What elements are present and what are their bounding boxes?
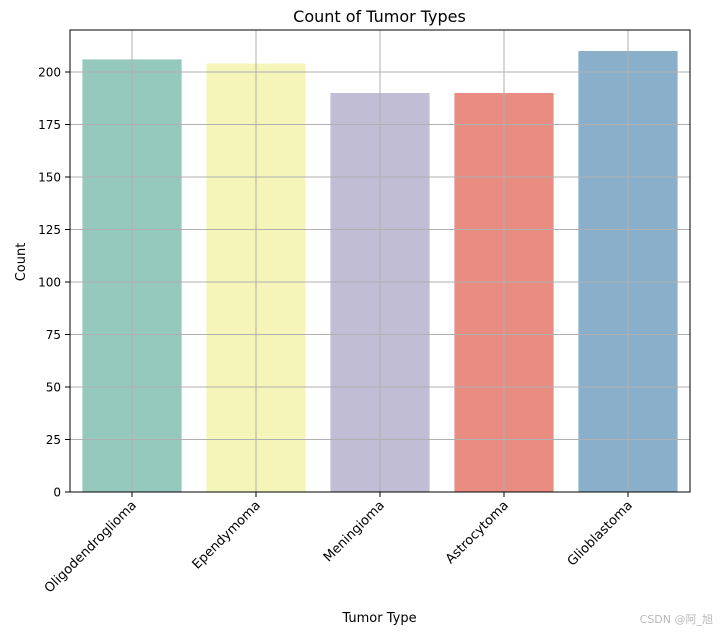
y-tick-label: 175 [38,118,61,132]
grid-lines [70,30,690,493]
axes [65,29,691,497]
y-tick-label: 75 [46,328,61,342]
watermark: CSDN @阿_旭 [639,613,713,626]
x-tick-label: Ependymoma [190,498,264,572]
plot-frame [69,29,691,493]
y-tick-label: 150 [38,171,61,185]
y-tick-label: 0 [53,486,61,500]
y-tick-label: 125 [38,223,61,237]
y-axis-label: Count [14,243,29,282]
y-tick-label: 25 [46,433,61,447]
x-tick-label: Meningioma [321,498,388,565]
x-tick-label: Astrocytoma [443,498,512,567]
x-tick-label: Glioblastoma [565,498,636,569]
x-axis-label: Tumor Type [341,611,416,626]
chart-title: Count of Tumor Types [293,7,466,26]
y-tick-label: 100 [38,276,61,290]
y-tick-label: 50 [46,381,61,395]
y-tick-label: 200 [38,66,61,80]
x-tick-label: Oligodendroglioma [42,498,140,596]
